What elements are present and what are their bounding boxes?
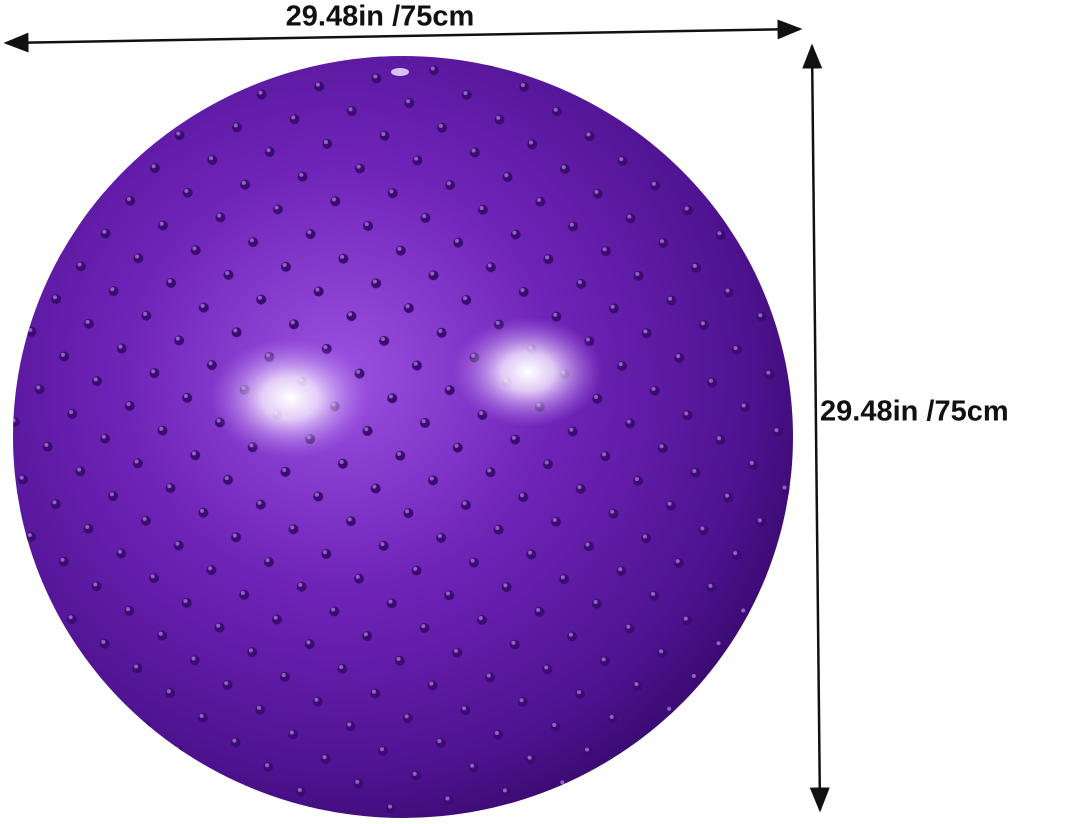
exercise-ball: [13, 56, 793, 818]
width-arrow: [3, 19, 803, 53]
width-label: 29.48in /75cm: [286, 1, 475, 33]
valve: [391, 68, 409, 76]
height-arrow: [802, 43, 830, 813]
ball-bumps: [13, 56, 793, 818]
highlight: [453, 317, 603, 427]
highlight: [210, 338, 370, 458]
height-label: 29.48in /75cm: [820, 396, 1009, 428]
